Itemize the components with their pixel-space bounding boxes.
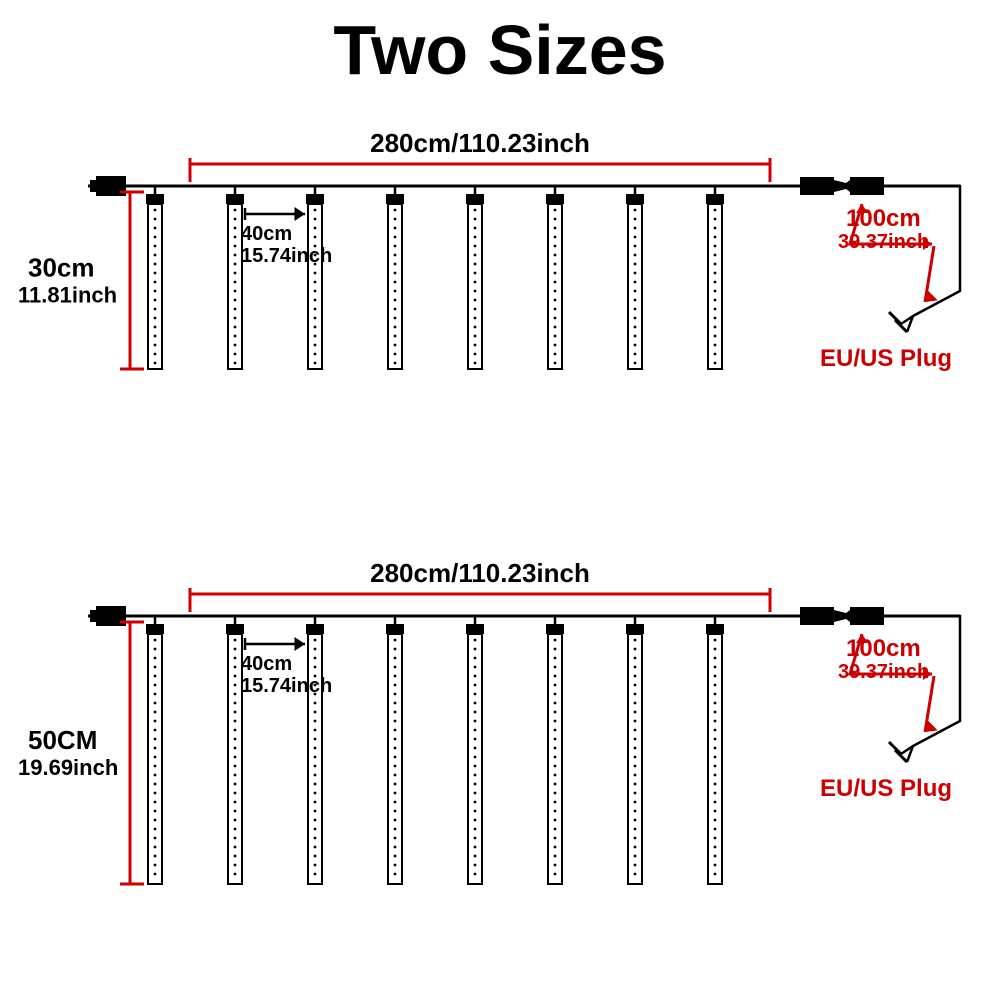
svg-text:280cm/110.23inch: 280cm/110.23inch — [370, 560, 590, 588]
diagram-size-1: 280cm/110.23inch 40cm15.74inch 30cm11.81in… — [0, 130, 1000, 450]
svg-text:30cm: 30cm — [28, 253, 95, 283]
page-title: Two Sizes — [0, 10, 1000, 90]
svg-text:11.81inch: 11.81inch — [18, 283, 117, 308]
diagram-size-2: 280cm/110.23inch 40cm15.74inch 50CM19.69in… — [0, 560, 1000, 960]
svg-text:280cm/110.23inch: 280cm/110.23inch — [370, 130, 590, 158]
svg-text:39.37inch: 39.37inch — [838, 661, 929, 683]
svg-text:40cm: 40cm — [241, 223, 292, 245]
svg-text:40cm: 40cm — [241, 653, 292, 675]
svg-text:EU/US Plug: EU/US Plug — [820, 345, 952, 372]
svg-text:100cm: 100cm — [846, 635, 921, 662]
svg-text:15.74inch: 15.74inch — [241, 245, 332, 267]
diagram-svg-2: 280cm/110.23inch 40cm15.74inch 50CM19.69in… — [0, 560, 1000, 960]
svg-text:39.37inch: 39.37inch — [838, 231, 929, 253]
svg-text:19.69inch: 19.69inch — [18, 755, 118, 780]
svg-text:50CM: 50CM — [28, 725, 97, 755]
diagram-svg-1: 280cm/110.23inch 40cm15.74inch 30cm11.81in… — [0, 130, 1000, 450]
svg-text:15.74inch: 15.74inch — [241, 675, 332, 697]
svg-text:100cm: 100cm — [846, 205, 921, 232]
svg-text:EU/US Plug: EU/US Plug — [820, 775, 952, 802]
